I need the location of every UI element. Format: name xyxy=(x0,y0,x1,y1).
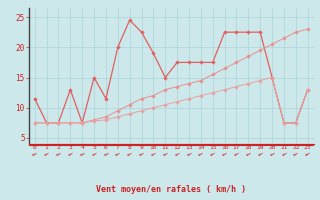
Text: ←: ← xyxy=(233,150,240,157)
Text: ←: ← xyxy=(102,150,109,157)
Text: ←: ← xyxy=(174,150,181,157)
Text: ←: ← xyxy=(79,150,86,157)
Text: ←: ← xyxy=(209,150,216,157)
Text: ←: ← xyxy=(67,150,74,157)
Text: ←: ← xyxy=(245,150,252,157)
Text: ←: ← xyxy=(280,150,287,157)
Text: ←: ← xyxy=(150,150,157,157)
Text: ←: ← xyxy=(304,150,311,157)
Text: ←: ← xyxy=(126,150,133,157)
Text: ←: ← xyxy=(186,150,193,157)
Text: ←: ← xyxy=(55,150,62,157)
Text: ←: ← xyxy=(43,150,50,157)
Text: ←: ← xyxy=(268,150,276,157)
Text: ←: ← xyxy=(292,150,299,157)
Text: ←: ← xyxy=(114,150,121,157)
Text: ←: ← xyxy=(221,150,228,157)
Text: Vent moyen/en rafales ( km/h ): Vent moyen/en rafales ( km/h ) xyxy=(96,185,246,194)
Text: ←: ← xyxy=(197,150,204,157)
Text: ←: ← xyxy=(138,150,145,157)
Text: ←: ← xyxy=(91,150,98,157)
Text: ←: ← xyxy=(31,150,38,157)
Text: ←: ← xyxy=(162,150,169,157)
Text: ←: ← xyxy=(257,150,264,157)
